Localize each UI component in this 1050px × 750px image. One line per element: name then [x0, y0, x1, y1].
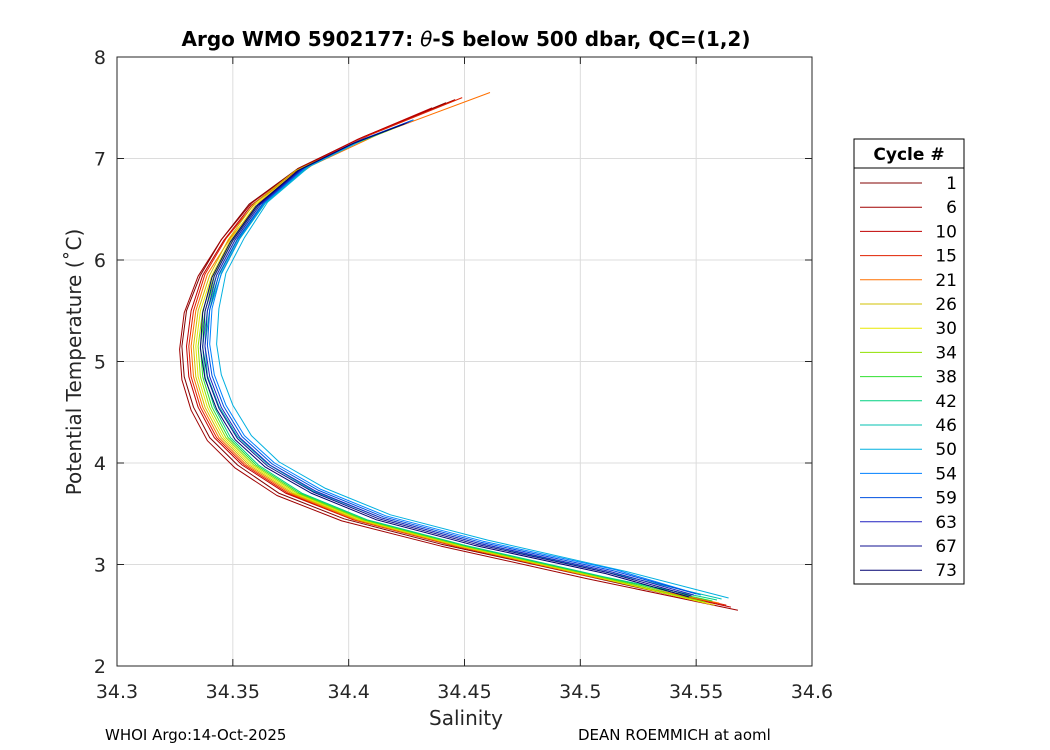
- legend-label-cycle-26: 26: [935, 295, 957, 315]
- series-line-cycle-6: [179, 99, 739, 611]
- y-tick-label: 6: [94, 250, 106, 272]
- legend-title: Cycle #: [873, 145, 944, 165]
- x-tick-label: 34.3: [96, 681, 138, 703]
- x-tick-label: 34.45: [437, 681, 491, 703]
- x-tick-label: 34.55: [669, 681, 723, 703]
- y-axis-label: Potential Temperature (˚C): [62, 229, 86, 496]
- legend-label-cycle-67: 67: [935, 537, 957, 557]
- series-line-cycle-54: [209, 119, 701, 596]
- y-tick-label: 2: [94, 656, 106, 678]
- footer-right: DEAN ROEMMICH at aoml: [578, 726, 771, 744]
- legend-label-cycle-21: 21: [935, 271, 957, 291]
- y-tick-label: 4: [94, 453, 106, 475]
- series-line-cycle-30: [195, 124, 711, 605]
- x-tick-label: 34.35: [206, 681, 260, 703]
- series-line-cycle-21: [190, 92, 720, 604]
- x-tick-label: 34.5: [559, 681, 601, 703]
- legend-label-cycle-6: 6: [946, 198, 957, 218]
- y-tick-label: 5: [94, 352, 106, 374]
- series-line-cycle-46: [204, 120, 722, 600]
- legend-items: 1 6 10 15 21 26 30 34 38 42 46 50 54 59 63 67 73: [860, 174, 957, 581]
- data-series: [179, 92, 739, 611]
- x-tick-label: 34.4: [328, 681, 370, 703]
- legend-label-cycle-15: 15: [935, 247, 957, 267]
- legend-label-cycle-10: 10: [935, 222, 957, 242]
- series-line-cycle-73: [199, 123, 690, 598]
- legend-label-cycle-54: 54: [935, 464, 957, 484]
- series-line-cycle-67: [202, 122, 692, 597]
- series-line-cycle-50: [216, 119, 729, 599]
- x-axis-label: Salinity: [429, 706, 503, 730]
- footer-left: WHOI Argo:14-Oct-2025: [105, 726, 287, 744]
- series-line-cycle-1: [181, 102, 704, 603]
- grid-lines: [116, 56, 813, 667]
- series-line-cycle-63: [204, 121, 694, 596]
- x-tick-label: 34.6: [791, 681, 833, 703]
- legend-label-cycle-63: 63: [935, 513, 957, 533]
- legend-box: [853, 138, 965, 585]
- legend-label-cycle-50: 50: [935, 440, 957, 460]
- series-line-cycle-26: [193, 125, 715, 606]
- y-tick-label: 7: [94, 149, 106, 171]
- legend-label-cycle-30: 30: [935, 319, 957, 339]
- chart-title: Argo WMO 5902177: θ-S below 500 dbar, QC…: [182, 27, 751, 51]
- legend-label-cycle-34: 34: [935, 343, 957, 363]
- axis-ticks: 34.3 34.35 34.4 34.45 34.5 34.55 34.6 2 3 4 5 6 7 8: [94, 47, 833, 703]
- legend-label-cycle-1: 1: [946, 174, 957, 194]
- legend-label-cycle-42: 42: [935, 392, 957, 412]
- legend-label-cycle-59: 59: [935, 489, 957, 509]
- legend-label-cycle-46: 46: [935, 416, 957, 436]
- series-line-cycle-59: [206, 120, 697, 595]
- series-line-cycle-15: [188, 97, 727, 606]
- y-tick-label: 3: [94, 555, 106, 577]
- legend-label-cycle-38: 38: [935, 368, 957, 388]
- legend-label-cycle-73: 73: [935, 561, 957, 581]
- y-tick-label: 8: [94, 47, 106, 69]
- legend: Cycle # 1 6 10 15 21 26 30 34 38 42 46 50 54 59 63 67 73: [853, 138, 965, 585]
